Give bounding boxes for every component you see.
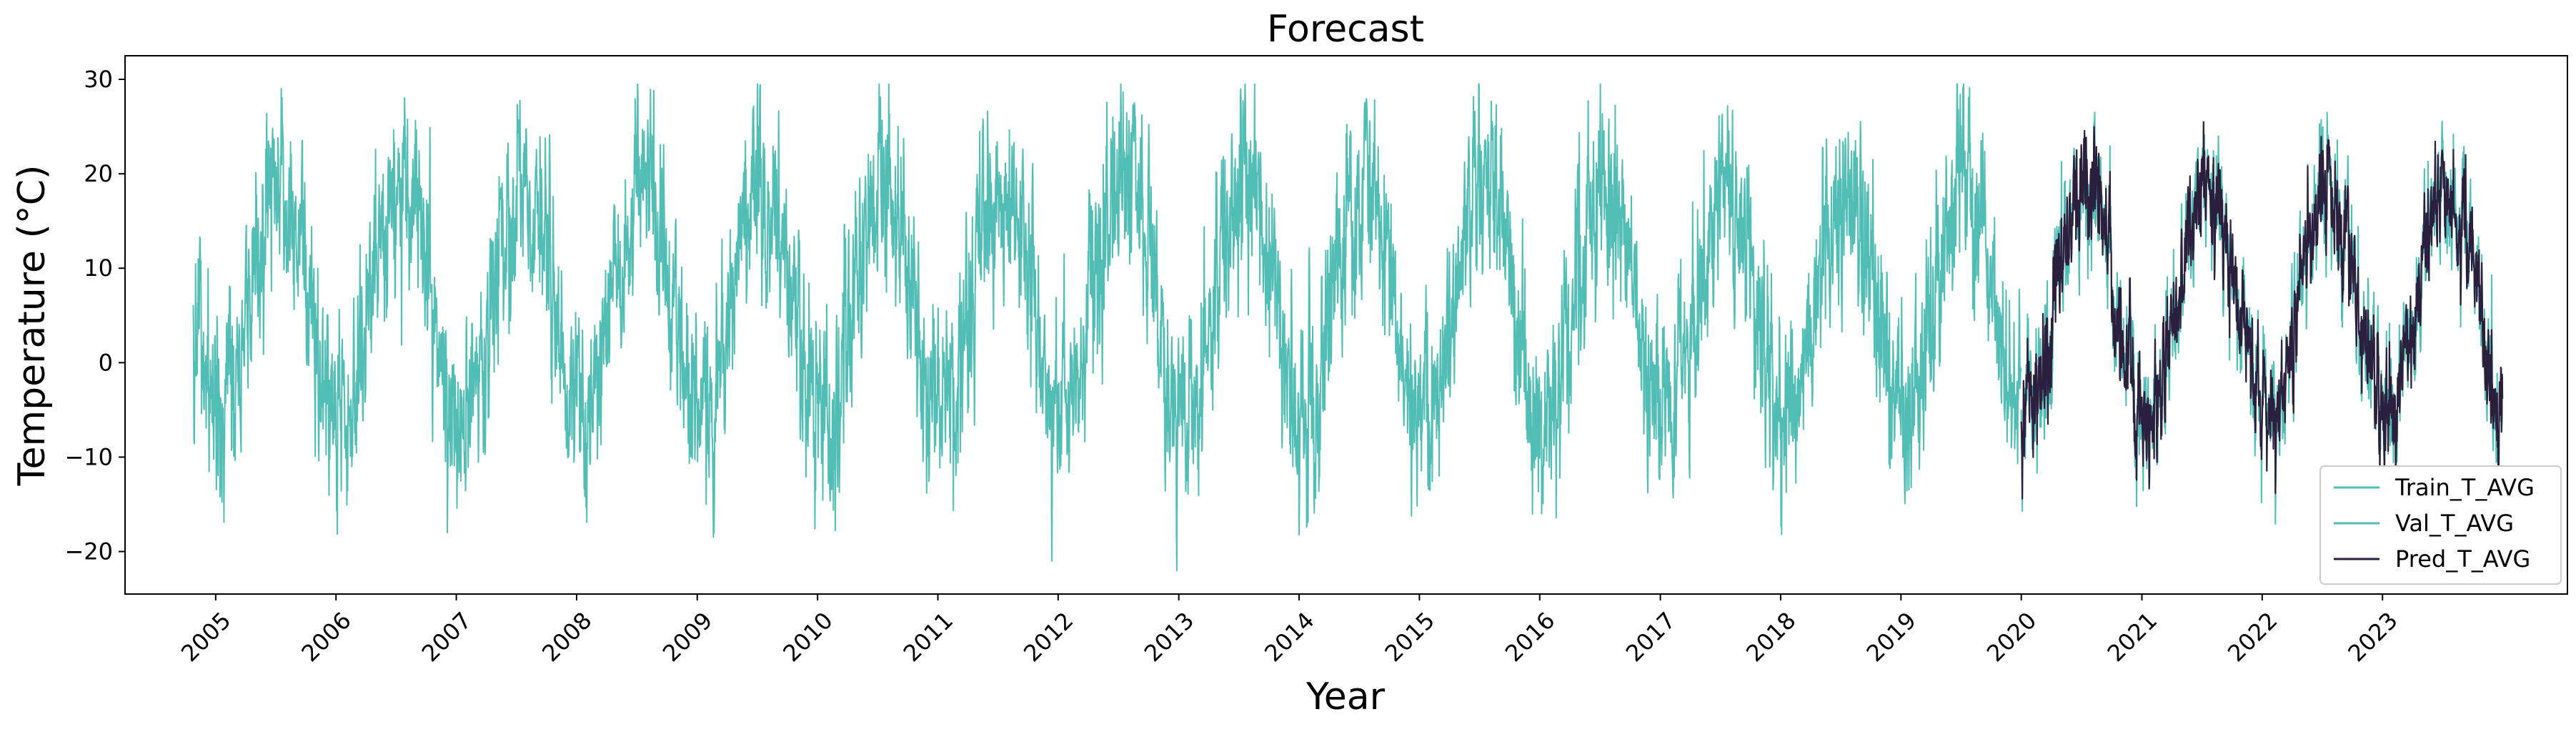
series-line-pred-t-avg bbox=[2021, 122, 2502, 499]
x-tick-label: 2012 bbox=[1018, 607, 1078, 667]
series-layer bbox=[194, 84, 2503, 570]
x-tick-label: 2020 bbox=[1981, 607, 2042, 667]
x-tick-label: 2022 bbox=[2222, 607, 2282, 667]
y-tick-label: −20 bbox=[64, 538, 113, 565]
x-tick-label: 2011 bbox=[898, 607, 958, 667]
x-tick-label: 2019 bbox=[1861, 607, 1921, 667]
x-tick-label: 2008 bbox=[537, 607, 597, 667]
x-tick-label: 2021 bbox=[2102, 607, 2162, 667]
x-tick-label: 2016 bbox=[1500, 607, 1560, 667]
legend-label-train: Train_T_AVG bbox=[2395, 474, 2535, 501]
legend-label-val: Val_T_AVG bbox=[2395, 510, 2514, 537]
legend: Train_T_AVG Val_T_AVG Pred_T_AVG bbox=[2320, 466, 2561, 584]
y-tick-label: 30 bbox=[84, 66, 113, 93]
x-tick-label: 2009 bbox=[657, 607, 717, 667]
y-tick-label: 10 bbox=[84, 254, 113, 282]
legend-label-pred: Pred_T_AVG bbox=[2395, 545, 2530, 573]
chart-title: Forecast bbox=[1267, 8, 1424, 51]
x-tick-label: 2010 bbox=[777, 607, 837, 667]
x-tick-label: 2005 bbox=[176, 607, 236, 667]
y-tick-label: 0 bbox=[99, 349, 113, 376]
x-tick-label: 2023 bbox=[2342, 607, 2402, 667]
y-axis-label: Temperature (°C) bbox=[11, 165, 54, 487]
y-tick-label: 20 bbox=[84, 160, 113, 187]
x-tick-label: 2006 bbox=[296, 607, 356, 667]
x-tick-label: 2017 bbox=[1621, 607, 1681, 667]
y-axis: −20 −10 0 10 20 30 bbox=[64, 66, 125, 565]
x-axis: 2005 2006 2007 2008 2009 2010 2011 2012 2013 2014… bbox=[176, 594, 2403, 667]
x-tick-label: 2007 bbox=[417, 607, 477, 667]
x-tick-label: 2018 bbox=[1741, 607, 1801, 667]
x-tick-label: 2013 bbox=[1139, 607, 1199, 667]
series-line-train-t-avg bbox=[194, 84, 2021, 570]
x-tick-label: 2014 bbox=[1259, 607, 1319, 667]
x-axis-label: Year bbox=[1306, 676, 1386, 718]
x-tick-label: 2015 bbox=[1380, 607, 1440, 667]
y-tick-label: −10 bbox=[64, 443, 113, 470]
